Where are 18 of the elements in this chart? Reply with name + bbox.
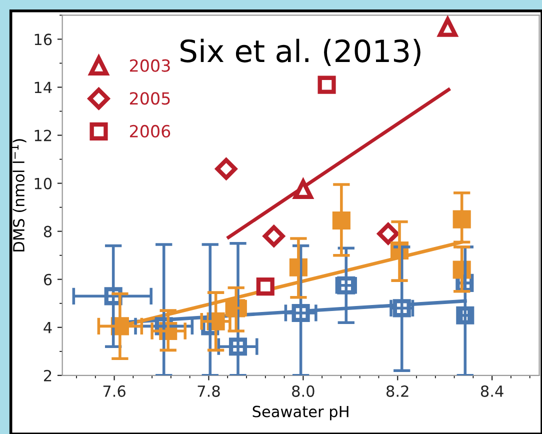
- x-tick-label: 7.6: [103, 385, 126, 397]
- y-tick-label: 12: [34, 130, 52, 142]
- y-tick-label: 2: [44, 370, 52, 382]
- y-tick-label: 16: [34, 34, 52, 46]
- y-tick-label: 14: [34, 82, 52, 94]
- legend-label: 2003: [130, 59, 170, 72]
- x-tick-label: 7.8: [198, 385, 220, 397]
- legend-label: 2006: [130, 124, 170, 138]
- legend-label: 2005: [130, 92, 170, 105]
- text: Six et al. (2013): [180, 38, 420, 66]
- x-tick-label: 8.0: [292, 385, 314, 397]
- y-tick-label: 10: [34, 178, 52, 190]
- y-tick-label: 8: [44, 226, 52, 238]
- x-axis-title: Seawater pH: [252, 406, 348, 420]
- y-tick-label: 6: [44, 274, 52, 286]
- x-tick-label: 8.2: [386, 385, 408, 397]
- x-tick-label: 8.4: [480, 385, 504, 397]
- y-tick-label: 4: [44, 322, 52, 334]
